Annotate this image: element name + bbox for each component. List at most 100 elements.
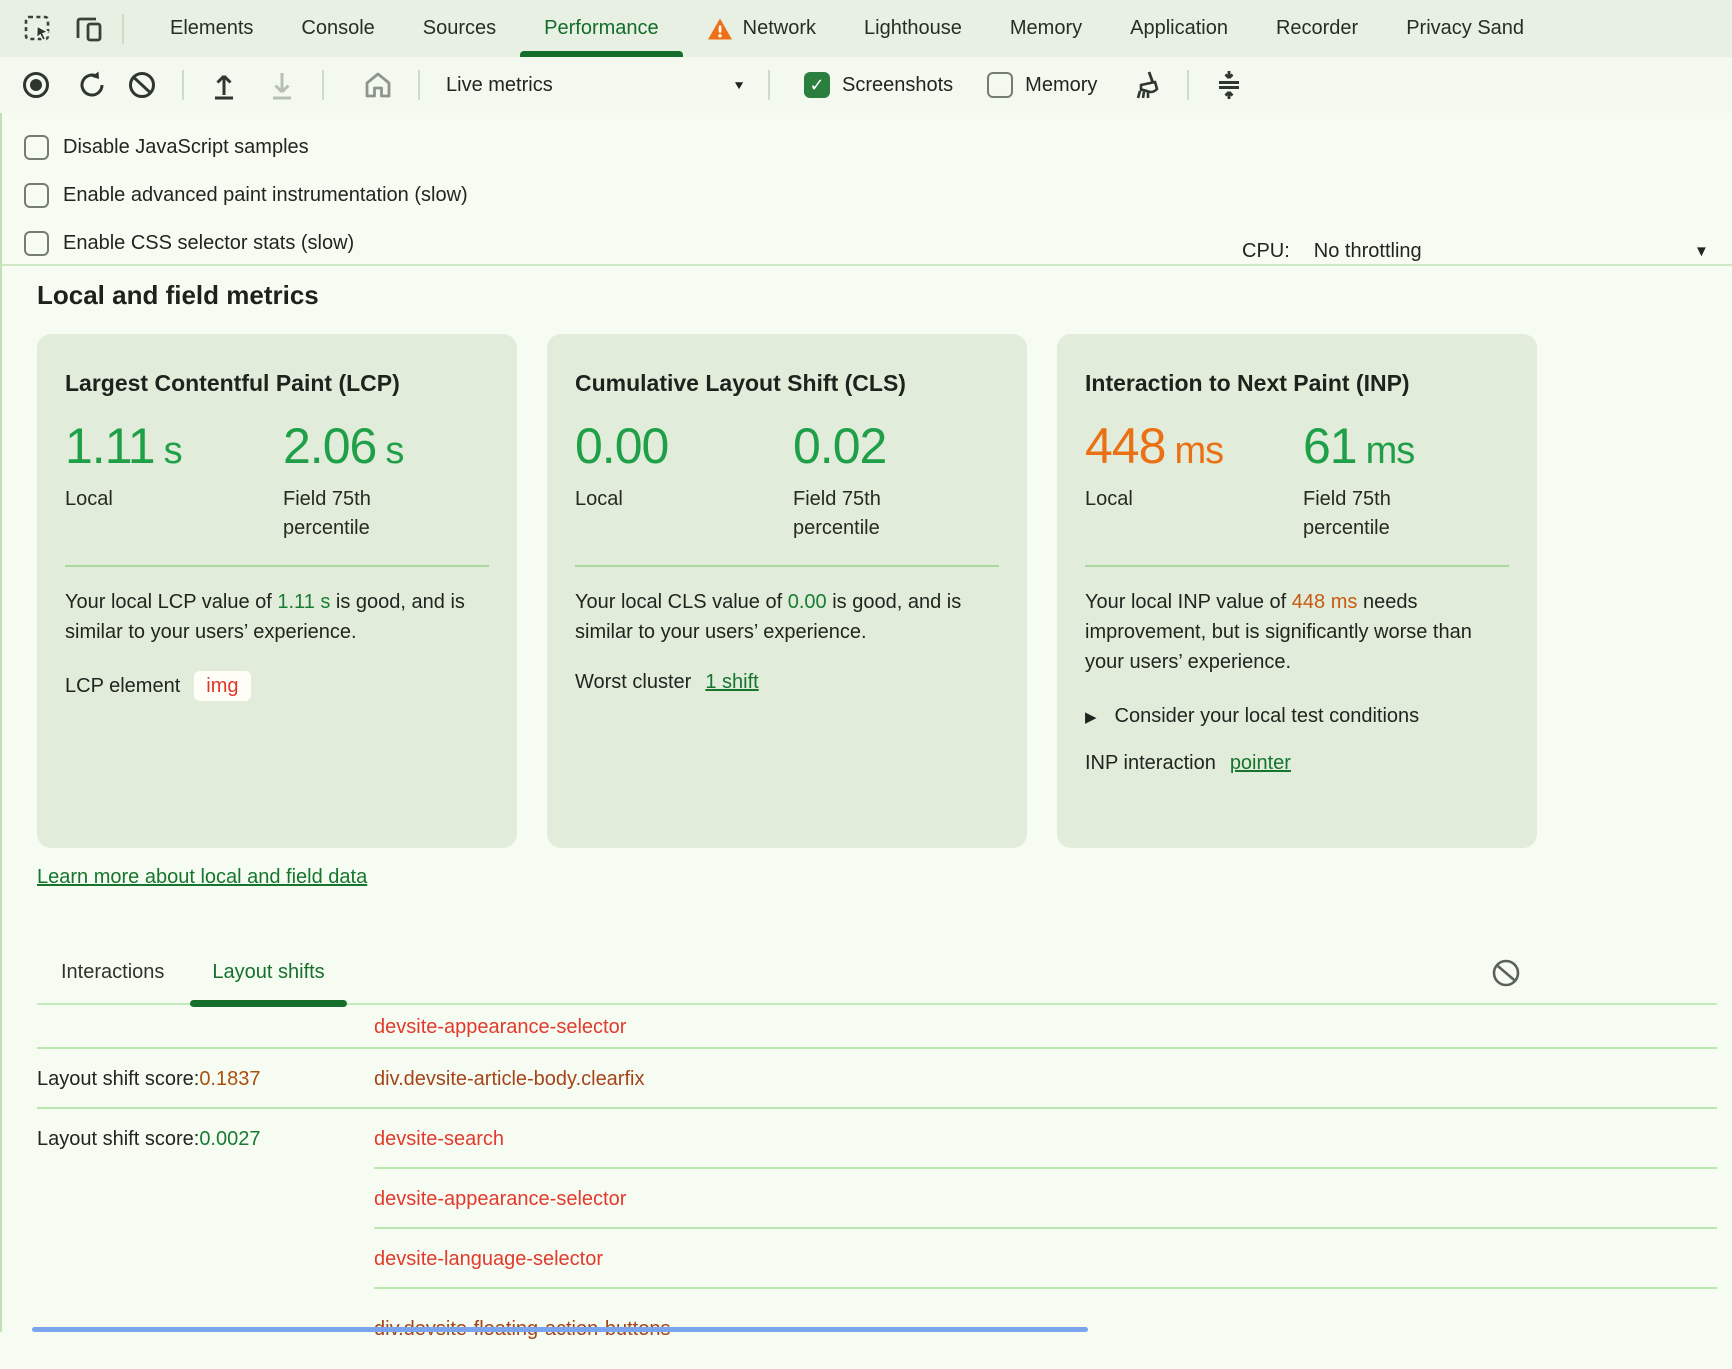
element-link[interactable]: devsite-appearance-selector	[374, 1187, 627, 1210]
metric-description: Your local LCP value of 1.11 s is good, …	[65, 591, 465, 643]
card-title: Cumulative Layout Shift (CLS)	[575, 370, 906, 396]
checkbox-unchecked-icon	[24, 182, 49, 208]
field-value-group: 2.06 s Field 75th percentile	[283, 417, 489, 543]
capture-settings-pane: Disable JavaScript samples Enable advanc…	[0, 113, 1732, 362]
tab-elements[interactable]: Elements	[170, 17, 254, 39]
inline-metric-value: 1.11 s	[277, 591, 331, 613]
layout-shift-rows: devsite-appearance-selector Layout shift…	[37, 1005, 1717, 1369]
tab-layout-shifts[interactable]: Layout shifts	[188, 942, 348, 1007]
layout-shift-row: devsite-appearance-selector	[37, 1169, 1717, 1229]
local-value-group: 1.11 s Local	[65, 417, 283, 543]
worst-cluster-link[interactable]: 1 shift	[705, 671, 759, 693]
performance-toolbar: Live metrics ▼ ✓ Screenshots Memory	[0, 57, 1732, 115]
checkbox-unchecked-icon	[24, 134, 49, 160]
expander-label: Consider your local test conditions	[1114, 705, 1420, 727]
toolbar-separator	[768, 70, 770, 100]
tab-performance[interactable]: Performance	[520, 0, 683, 57]
score-label: Layout shift score:	[37, 1067, 200, 1090]
local-test-conditions-expander[interactable]: ▶ Consider your local test conditions	[1085, 705, 1509, 728]
warning-icon	[707, 17, 733, 41]
card-title: Largest Contentful Paint (LCP)	[65, 370, 400, 396]
lcp-element-row: LCP element img	[65, 671, 489, 701]
home-icon[interactable]	[356, 63, 400, 107]
checkbox-unchecked-icon	[987, 72, 1014, 98]
toolbar-separator	[322, 70, 324, 100]
field-value-group: 0.02 Field 75th percentile	[793, 417, 999, 543]
screenshots-checkbox[interactable]: ✓ Screenshots	[804, 72, 953, 98]
dropdown-caret-icon: ▼	[732, 78, 746, 92]
tab-lighthouse[interactable]: Lighthouse	[864, 17, 962, 39]
horizontal-scrollbar-thumb[interactable]	[32, 1327, 1088, 1332]
local-value-group: 448 ms Local	[1085, 417, 1303, 543]
active-tab-underline	[520, 51, 683, 57]
cpu-throttling-select[interactable]: No throttling	[1313, 239, 1422, 262]
local-value: 0.00	[575, 418, 669, 474]
field-value-group: 61 ms Field 75th percentile	[1303, 417, 1509, 543]
score-value: 0.0027	[199, 1127, 261, 1150]
local-label: Local	[575, 488, 623, 510]
css-selector-stats-checkbox[interactable]: Enable CSS selector stats (slow)	[24, 219, 1732, 267]
panel-tabs: Elements Console Sources Performance Net…	[146, 0, 1548, 57]
toolbar-separator	[182, 70, 184, 100]
learn-more-field-data-link[interactable]: Learn more about local and field data	[37, 866, 368, 888]
tab-console[interactable]: Console	[301, 17, 375, 39]
lcp-card: Largest Contentful Paint (LCP) 1.11 s Loc…	[37, 334, 517, 848]
cls-card: Cumulative Layout Shift (CLS) 0.00 Local…	[547, 334, 1027, 848]
clear-icon[interactable]	[120, 63, 164, 107]
inp-card: Interaction to Next Paint (INP) 448 ms Lo…	[1057, 334, 1537, 848]
card-title: Interaction to Next Paint (INP)	[1085, 370, 1410, 396]
local-value-group: 0.00 Local	[575, 417, 793, 543]
cpu-label: CPU:	[1242, 239, 1290, 262]
dropdown-caret-icon[interactable]: ▼	[1694, 242, 1709, 260]
load-profile-icon[interactable]	[202, 63, 246, 107]
tab-network[interactable]: Network	[683, 0, 840, 57]
tab-sources[interactable]: Sources	[422, 17, 497, 39]
clear-log-icon[interactable]	[1489, 956, 1523, 990]
layout-shift-row: Layout shift score: 0.0027 devsite-searc…	[37, 1109, 1717, 1169]
worst-cluster-label: Worst cluster	[575, 671, 692, 693]
layout-shift-row: Layout shift score: 0.1837 div.devsite-a…	[37, 1049, 1717, 1109]
element-link[interactable]: devsite-search	[374, 1127, 505, 1150]
layout-shift-row: devsite-language-selector	[37, 1229, 1717, 1289]
inline-metric-value: 448 ms	[1291, 591, 1358, 613]
disable-js-samples-checkbox[interactable]: Disable JavaScript samples	[24, 123, 1732, 171]
lcp-element-node-link[interactable]: img	[194, 671, 251, 701]
worst-cluster-row: Worst cluster 1 shift	[575, 671, 999, 694]
toggle-device-toolbar-icon[interactable]	[66, 7, 110, 51]
checkbox-unchecked-icon	[24, 230, 49, 256]
tab-interactions[interactable]: Interactions	[61, 961, 165, 983]
element-link[interactable]: devsite-appearance-selector	[374, 1015, 627, 1038]
inp-interaction-label: INP interaction	[1085, 752, 1216, 774]
metric-cards: Largest Contentful Paint (LCP) 1.11 s Loc…	[37, 334, 1537, 848]
tab-application[interactable]: Application	[1130, 17, 1228, 39]
toolbar-separator	[418, 70, 420, 100]
expander-arrow-icon: ▶	[1085, 709, 1097, 726]
save-profile-icon[interactable]	[260, 63, 304, 107]
element-link[interactable]: div.devsite-article-body.clearfix	[374, 1067, 645, 1090]
local-value: 448 ms	[1085, 418, 1224, 474]
devtools-performance-panel: { "colors": { "accent_green": "#166e2b",…	[0, 0, 1732, 1340]
score-label: Layout shift score:	[37, 1127, 200, 1150]
tab-memory[interactable]: Memory	[1009, 17, 1083, 39]
section-heading: Local and field metrics	[37, 280, 319, 310]
live-metrics-view: Local and field metrics Largest Contentf…	[0, 266, 1732, 1340]
advanced-paint-instrumentation-checkbox[interactable]: Enable advanced paint instrumentation (s…	[24, 171, 1732, 219]
inp-interaction-link[interactable]: pointer	[1229, 752, 1291, 774]
local-label: Local	[65, 488, 113, 510]
record-icon[interactable]	[14, 63, 58, 107]
panel-mode-select[interactable]: Live metrics ▼	[446, 73, 746, 96]
collapse-sections-icon[interactable]	[1207, 63, 1251, 107]
field-label: Field 75th percentile	[283, 488, 371, 539]
card-values: 1.11 s Local 2.06 s Field 75th percentile	[65, 417, 489, 543]
reload-and-record-icon[interactable]	[70, 63, 114, 107]
element-link[interactable]: devsite-language-selector	[374, 1247, 604, 1270]
card-values: 0.00 Local 0.02 Field 75th percentile	[575, 417, 999, 543]
inp-interaction-row: INP interaction pointer	[1085, 752, 1509, 775]
tab-privacy-sandbox[interactable]: Privacy Sand	[1406, 17, 1525, 39]
card-values: 448 ms Local 61 ms Field 75th percentile	[1085, 417, 1509, 543]
local-value: 1.11 s	[65, 418, 183, 474]
inspect-element-icon[interactable]	[16, 7, 60, 51]
garbage-collect-icon[interactable]	[1125, 63, 1169, 107]
tab-recorder[interactable]: Recorder	[1275, 17, 1359, 39]
memory-checkbox[interactable]: Memory	[987, 72, 1097, 98]
